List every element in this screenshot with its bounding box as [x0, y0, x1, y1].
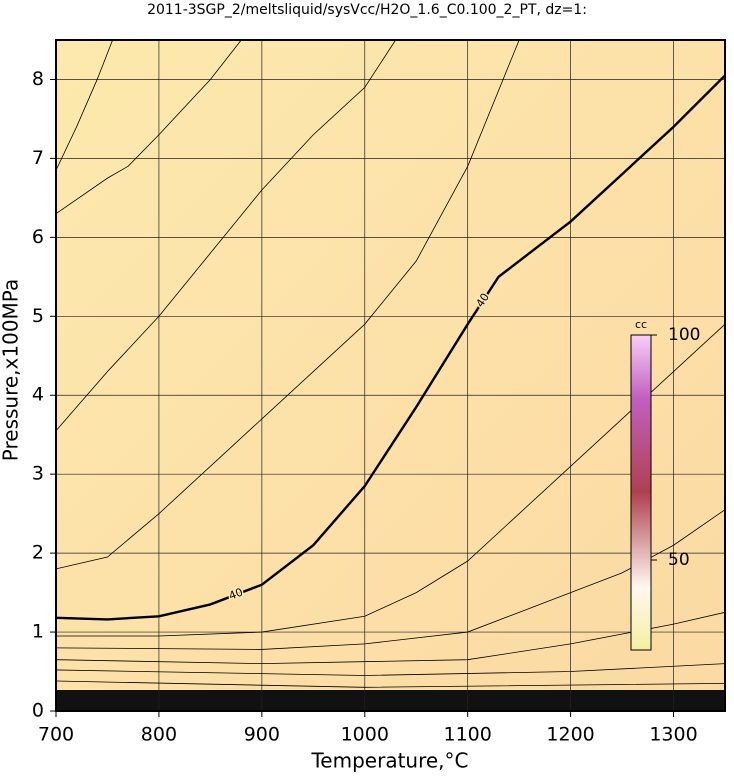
y-tick-label: 3 — [32, 463, 44, 485]
y-axis-label: Pressure,x100MPa — [0, 279, 23, 461]
y-tick-label: 5 — [32, 305, 44, 327]
colorbar-tick-label: 100 — [668, 325, 700, 345]
contour-line — [55, 663, 726, 676]
chart-title: 2011-3SGP_2/meltsliquid/sysVcc/H2O_1.6_C… — [147, 2, 587, 18]
y-tick-label: 6 — [32, 226, 44, 248]
plot-frame — [55, 39, 726, 712]
x-tick-label: 1100 — [444, 724, 492, 746]
x-tick-label: 1300 — [649, 724, 697, 746]
y-tick-label: 4 — [32, 384, 44, 406]
contour-line — [55, 680, 726, 688]
contour-line — [55, 39, 520, 570]
colorbar-label: cc — [635, 318, 647, 331]
y-tick-label: 1 — [32, 621, 44, 643]
contour-line — [55, 39, 396, 432]
x-tick-label: 900 — [244, 724, 280, 746]
y-tick-label: 2 — [32, 542, 44, 564]
contour-line — [55, 74, 726, 621]
y-tick-label: 8 — [32, 68, 44, 90]
x-tick-label: 1200 — [546, 724, 594, 746]
contour-line — [55, 509, 726, 650]
contour-line — [55, 39, 113, 171]
x-tick-label: 1000 — [341, 724, 389, 746]
colorbar-tick-label: 50 — [668, 550, 690, 570]
contour-line — [55, 39, 242, 215]
x-tick-label: 700 — [38, 724, 74, 746]
y-tick-label: 7 — [32, 147, 44, 169]
y-tick-label: 0 — [32, 700, 44, 722]
contour-line — [55, 611, 726, 665]
colorbar — [630, 334, 652, 651]
x-tick-label: 800 — [141, 724, 177, 746]
plot-background — [56, 40, 725, 711]
x-axis-label: Temperature,°C — [310, 749, 468, 773]
dense-contour-band — [56, 690, 725, 711]
